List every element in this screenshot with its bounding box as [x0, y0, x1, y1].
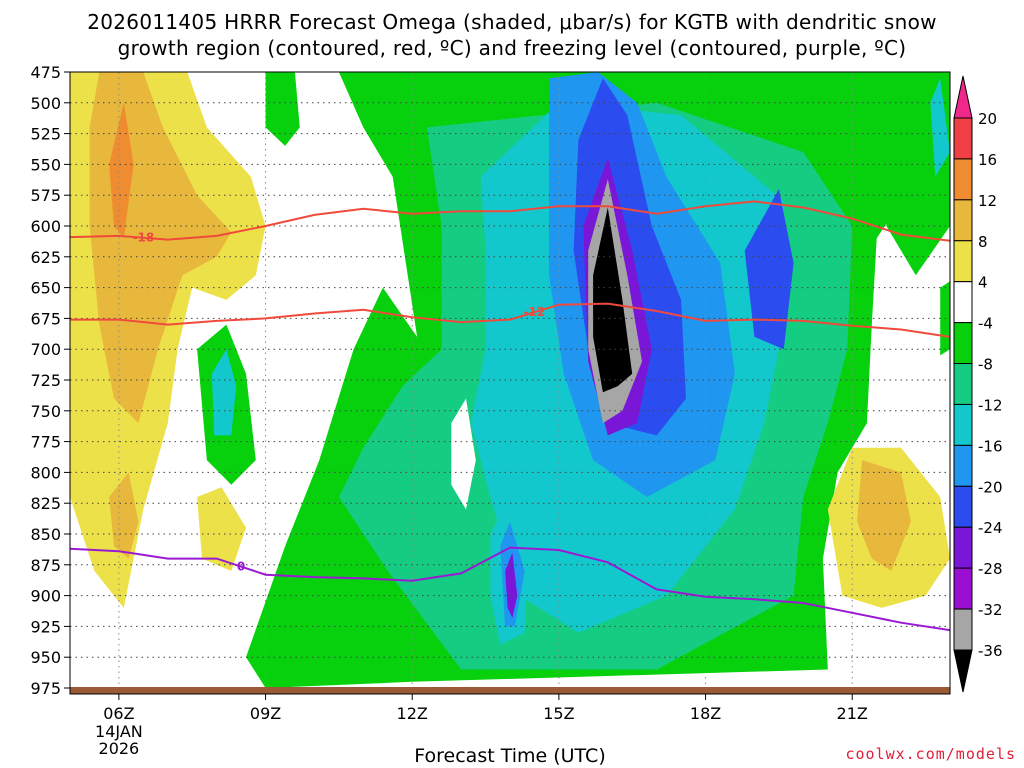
x-tick-label-06Z: 06Z	[103, 704, 134, 723]
y-tick-label-575: 575	[30, 186, 61, 205]
contour-label-0: 0	[237, 560, 245, 574]
colorbar-label-1: 16	[978, 151, 997, 169]
colorbar-bin-10	[953, 526, 973, 569]
chart-title-line-1: 2026011405 HRRR Forecast Omega (shaded, …	[87, 10, 937, 34]
y-tick-label-500: 500	[30, 94, 61, 113]
colorbar-label-5: -4	[978, 315, 993, 333]
colorbar-bin-6	[953, 363, 973, 405]
y-tick-label-925: 925	[30, 617, 61, 636]
contour-line--18	[70, 200, 950, 242]
omega-region-3	[197, 487, 246, 571]
omega-region-4	[109, 472, 139, 559]
colorbar: 20 16 12 8 4 -4 -8 -12 -16 -20 -24 -28 -32 -36	[953, 75, 1003, 693]
colorbar-bottom-arrow	[953, 649, 973, 693]
colorbar-label-10: -24	[978, 519, 1003, 537]
colorbar-label-2: 12	[978, 192, 997, 210]
y-tick-label-550: 550	[30, 155, 61, 174]
x-tick-label-21Z: 21Z	[837, 704, 868, 723]
x-tick-label-12Z: 12Z	[397, 704, 428, 723]
colorbar-label-7: -12	[978, 396, 1003, 414]
colorbar-label-0: 20	[978, 110, 997, 128]
y-tick-label-800: 800	[30, 463, 61, 482]
x-tick-label-09Z: 09Z	[250, 704, 281, 723]
contour-line--12	[70, 302, 950, 338]
x-tick-sublabel-0: 14JAN	[95, 722, 143, 741]
colorbar-bin-12	[953, 608, 973, 651]
colorbar-bin-7	[953, 403, 973, 446]
omega-region-9	[876, 72, 950, 276]
x-axis-title: Forecast Time (UTC)	[414, 745, 606, 767]
colorbar-label-12: -32	[978, 601, 1003, 619]
colorbar-label-8: -16	[978, 437, 1003, 455]
y-tick-label-525: 525	[30, 125, 61, 144]
y-tick-label-875: 875	[30, 556, 61, 575]
colorbar-label-9: -20	[978, 478, 1003, 496]
omega-region-2	[109, 102, 134, 239]
y-tick-label-700: 700	[30, 340, 61, 359]
colorbar-bin-0	[953, 117, 973, 160]
ground-bar	[70, 687, 950, 694]
colorbar-bin-11	[953, 567, 973, 610]
contour-layer: -18 -12 0	[70, 200, 950, 632]
x-tick-sublabel-1: 2026	[99, 739, 140, 758]
colorbar-bin-5	[953, 322, 973, 365]
site-credit: coolwx.com/models	[845, 745, 1016, 763]
y-tick-label-775: 775	[30, 433, 61, 452]
colorbar-bin-1	[953, 158, 973, 201]
y-tick-label-475: 475	[30, 63, 61, 82]
contour-label--18: -18	[132, 231, 154, 245]
colorbar-bin-8	[953, 444, 973, 487]
omega-region-5	[265, 72, 300, 146]
colorbar-label-6: -8	[978, 356, 993, 374]
colorbar-label-11: -28	[978, 560, 1003, 578]
y-tick-label-600: 600	[30, 217, 61, 236]
colorbar-top-arrow	[953, 75, 973, 119]
y-tick-label-825: 825	[30, 494, 61, 513]
colorbar-bin-9	[953, 485, 973, 528]
y-tick-label-625: 625	[30, 248, 61, 267]
omega-region-23	[857, 460, 911, 571]
omega-region-25	[930, 78, 950, 177]
y-tick-label-725: 725	[30, 371, 61, 390]
y-tick-label-650: 650	[30, 279, 61, 298]
colorbar-bin-2	[953, 199, 973, 242]
plot-frame	[69, 71, 951, 695]
omega-region-20	[505, 552, 518, 618]
colorbar-label-4: 4	[978, 274, 988, 292]
omega-region-7	[211, 349, 237, 436]
colorbar-label-3: 8	[978, 233, 988, 251]
colorbar-bin-4	[953, 281, 973, 324]
colorbar-bin-3	[953, 240, 973, 283]
omega-region-21	[451, 398, 476, 510]
y-tick-label-850: 850	[30, 525, 61, 544]
y-tick-label-950: 950	[30, 648, 61, 667]
y-tick-label-750: 750	[30, 402, 61, 421]
contour-label--12: -12	[524, 305, 546, 319]
colorbar-label-13: -36	[978, 642, 1003, 660]
omega-region-17	[593, 207, 633, 393]
x-tick-label-18Z: 18Z	[690, 704, 721, 723]
chart-title-line-2: growth region (contoured, red, ºC) and f…	[117, 36, 907, 60]
y-axis-pressure: 475 500 525 550 575 600 625 650 675 700 725 750 775 8…	[30, 63, 70, 698]
y-tick-label-675: 675	[30, 309, 61, 328]
y-tick-label-975: 975	[30, 679, 61, 698]
contour-line-0	[70, 546, 950, 632]
grid-lines	[70, 72, 950, 688]
x-tick-label-15Z: 15Z	[543, 704, 574, 723]
y-tick-label-900: 900	[30, 587, 61, 606]
omega-region-14	[744, 189, 794, 350]
